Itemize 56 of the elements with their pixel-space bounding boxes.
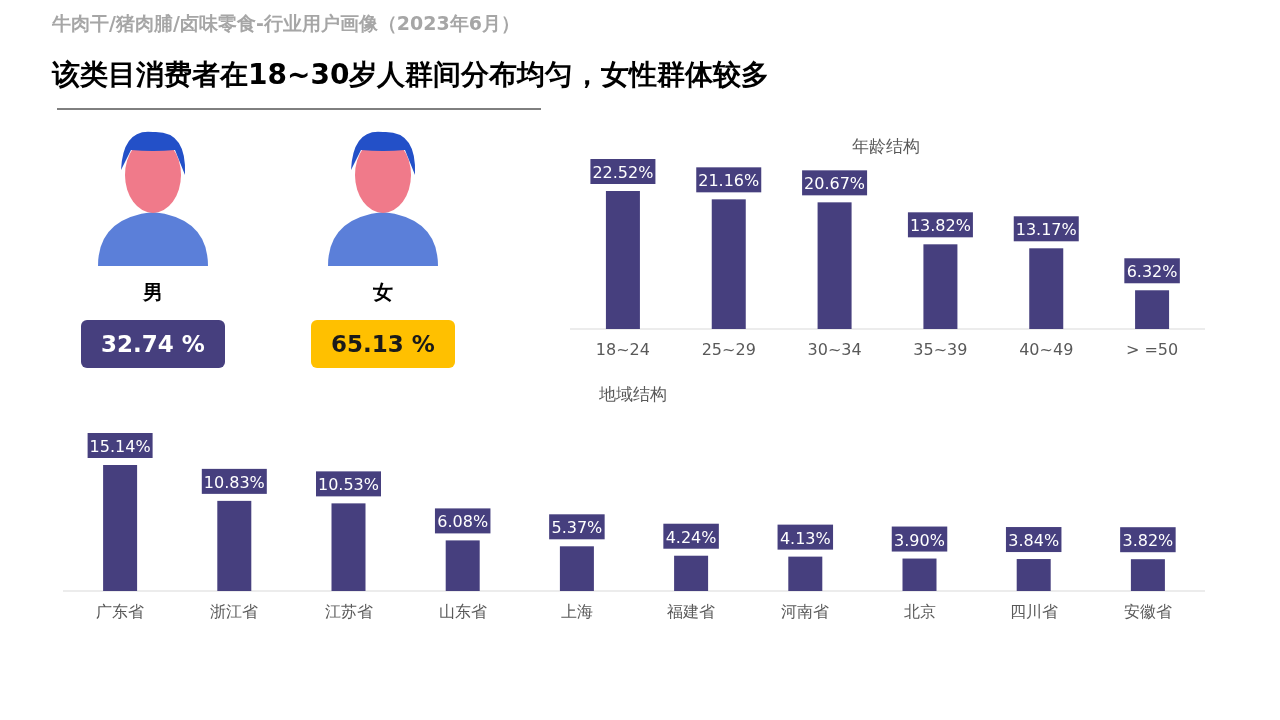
x-tick-label: 广东省: [96, 602, 145, 621]
data-label: 6.32%: [1126, 262, 1178, 282]
x-tick-label: 四川省: [1009, 602, 1058, 621]
x-tick-label: > =50: [1125, 340, 1179, 359]
x-tick-label: 安徽省: [1123, 602, 1172, 621]
data-label: 32.74 %: [101, 331, 205, 357]
category-label: 女: [372, 280, 393, 304]
data-label: 5.37%: [551, 518, 603, 538]
bar: [1016, 559, 1051, 591]
bar: [674, 555, 709, 591]
bar: [788, 556, 823, 591]
x-tick-label: 上海: [560, 602, 593, 621]
data-label: 21.16%: [698, 171, 760, 191]
x-tick-label: 江苏省: [324, 602, 373, 621]
bar: [1130, 559, 1165, 591]
text: 该类目消费者在18~30岁人群间分布均匀，女性群体较多: [51, 58, 770, 91]
x-tick-label: 河南省: [781, 602, 830, 621]
bar: [711, 199, 746, 329]
data-label: 6.08%: [437, 512, 489, 532]
data-label: 3.84%: [1008, 531, 1060, 551]
bar: [331, 503, 366, 591]
x-tick-label: 35~39: [913, 340, 968, 359]
x-tick-label: 30~34: [807, 340, 862, 359]
data-label: 20.67%: [804, 174, 866, 194]
data-label: 3.82%: [1122, 531, 1174, 551]
bar: [1135, 290, 1170, 329]
data-label: 10.53%: [317, 475, 380, 495]
bar: [817, 202, 852, 329]
x-tick-label: 山东省: [438, 602, 487, 621]
data-label: 65.13 %: [331, 331, 435, 357]
data-label: 15.14%: [89, 437, 151, 456]
data-label: 10.83%: [203, 472, 265, 492]
bar: [902, 558, 937, 591]
category-label: 男: [142, 280, 163, 304]
data-label: 4.13%: [779, 528, 831, 548]
text: 牛肉干/猪肉脯/卤味零食-行业用户画像（2023年6月）: [51, 12, 520, 34]
x-tick-label: 福建省: [667, 602, 716, 621]
x-tick-label: 北京: [903, 602, 936, 621]
data-label: 22.52%: [592, 163, 654, 182]
x-tick-label: 浙江省: [210, 602, 259, 621]
bar: [217, 500, 252, 591]
bar: [923, 244, 958, 329]
x-tick-label: 40~49: [1019, 340, 1074, 359]
chart-title: 年龄结构: [852, 136, 920, 156]
data-label: 4.24%: [665, 527, 717, 547]
bar: [1029, 248, 1064, 329]
x-tick-label: 25~29: [701, 340, 756, 359]
bar: [605, 191, 640, 329]
bar: [103, 465, 138, 591]
bar: [445, 540, 480, 591]
data-label: 13.17%: [1015, 220, 1077, 240]
data-label: 13.82%: [909, 216, 971, 236]
bar: [559, 546, 594, 591]
chart-title: 地域结构: [598, 384, 667, 404]
x-tick-label: 18~24: [595, 340, 650, 359]
data-label: 3.90%: [894, 530, 945, 550]
